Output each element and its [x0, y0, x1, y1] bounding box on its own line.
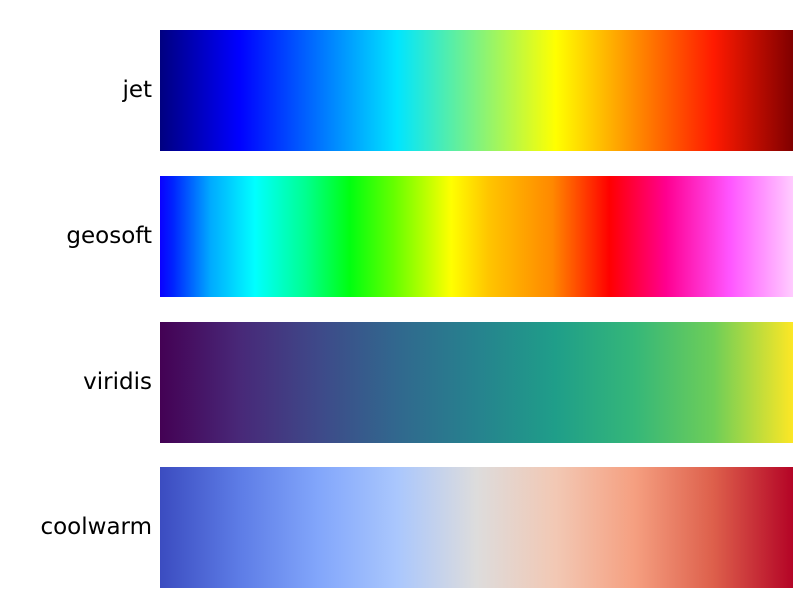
colormap-row-coolwarm: coolwarm [0, 467, 800, 588]
colormap-bar-coolwarm [160, 467, 793, 588]
colormap-label: coolwarm [40, 514, 152, 540]
colormap-bar-viridis [160, 322, 793, 443]
colormap-row-geosoft: geosoft [0, 176, 800, 297]
colormap-label: geosoft [66, 223, 152, 249]
colormap-label: jet [122, 77, 152, 103]
colormap-row-jet: jet [0, 30, 800, 151]
colormap-row-viridis: viridis [0, 322, 800, 443]
colormap-label: viridis [83, 369, 152, 395]
colormap-bar-jet [160, 30, 793, 151]
colormap-bar-geosoft [160, 176, 793, 297]
